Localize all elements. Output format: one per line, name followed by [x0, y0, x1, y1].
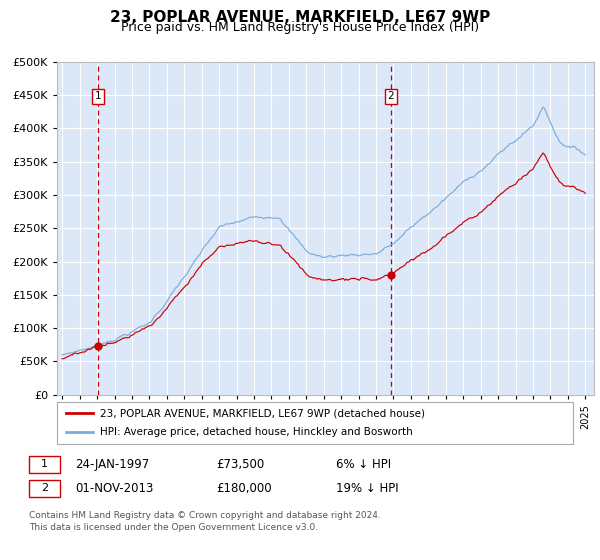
Text: £73,500: £73,500	[216, 458, 264, 471]
Text: 19% ↓ HPI: 19% ↓ HPI	[336, 482, 398, 495]
Text: 2: 2	[388, 91, 394, 101]
Text: 2: 2	[41, 483, 48, 493]
Text: 1: 1	[41, 459, 48, 469]
Text: Contains HM Land Registry data © Crown copyright and database right 2024.
This d: Contains HM Land Registry data © Crown c…	[29, 511, 380, 531]
Text: Price paid vs. HM Land Registry's House Price Index (HPI): Price paid vs. HM Land Registry's House …	[121, 21, 479, 34]
Text: 23, POPLAR AVENUE, MARKFIELD, LE67 9WP: 23, POPLAR AVENUE, MARKFIELD, LE67 9WP	[110, 10, 490, 25]
Text: HPI: Average price, detached house, Hinckley and Bosworth: HPI: Average price, detached house, Hinc…	[100, 427, 413, 437]
Text: £180,000: £180,000	[216, 482, 272, 495]
Text: 1: 1	[95, 91, 101, 101]
Text: 01-NOV-2013: 01-NOV-2013	[75, 482, 154, 495]
Text: 24-JAN-1997: 24-JAN-1997	[75, 458, 149, 471]
Text: 23, POPLAR AVENUE, MARKFIELD, LE67 9WP (detached house): 23, POPLAR AVENUE, MARKFIELD, LE67 9WP (…	[100, 408, 425, 418]
Text: 6% ↓ HPI: 6% ↓ HPI	[336, 458, 391, 471]
